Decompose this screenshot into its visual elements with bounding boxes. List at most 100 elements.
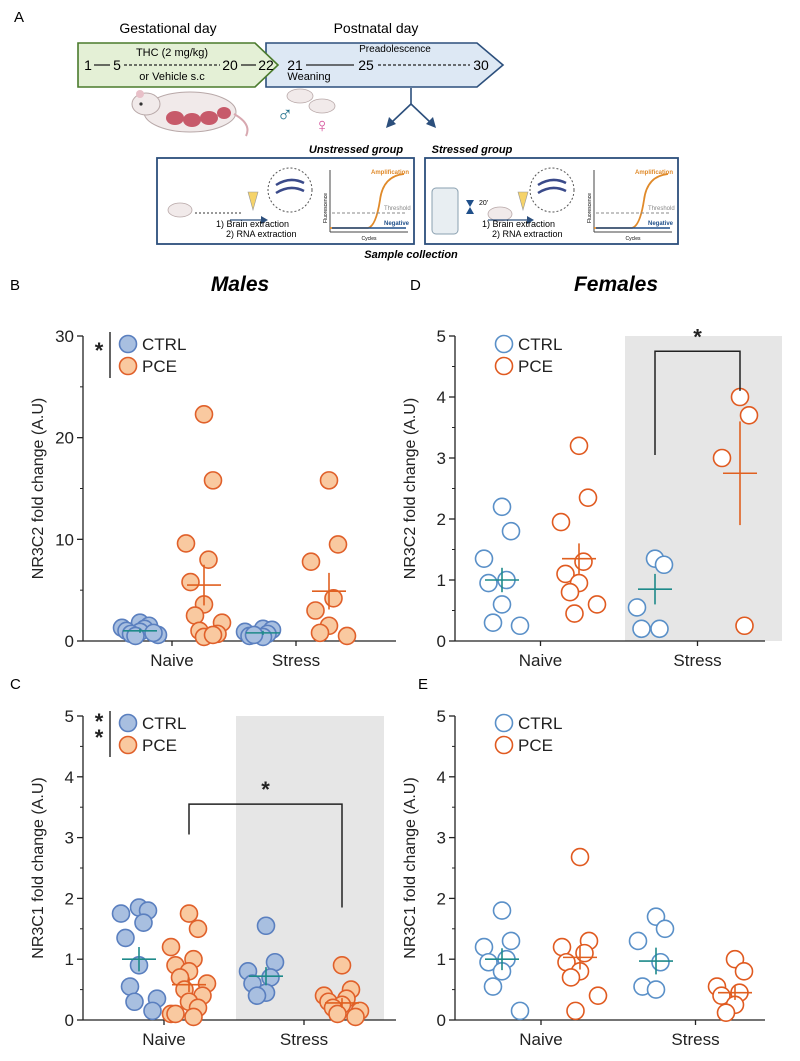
- cycles-axis-label: Cycles: [361, 236, 377, 242]
- data-point-ctrl-stress: [627, 598, 647, 617]
- postnatal-day-title: Postnatal day: [334, 20, 419, 36]
- data-point-ctrl-naive: [474, 549, 494, 568]
- data-point-ctrl-naive: [483, 977, 503, 996]
- y-tick-label: 4: [437, 768, 446, 787]
- data-point-ctrl-stress: [646, 980, 666, 999]
- legend-label: CTRL: [518, 714, 562, 733]
- stress-timer-label: 20': [479, 200, 488, 207]
- data-point-ctrl-naive: [134, 913, 153, 933]
- day-5-label: 5: [113, 57, 121, 73]
- unstressed-step-2: 2) RNA extraction: [226, 229, 297, 239]
- fork-arrow-left: [391, 103, 412, 123]
- data-point-ctrl-naive: [116, 928, 135, 948]
- data-point-pce-stress: [735, 616, 754, 636]
- y-tick-label: 20: [55, 429, 74, 448]
- day-25-label: 25: [358, 57, 374, 73]
- data-point-ctrl-stress: [651, 952, 670, 972]
- unstressed-group-label: Unstressed group: [309, 144, 403, 156]
- gestational-day-title: Gestational day: [119, 20, 216, 36]
- data-point-pce-stress: [306, 601, 325, 620]
- threshold-label: Threshold: [384, 206, 411, 212]
- stressed-workflow-content: [431, 167, 672, 235]
- data-point-ctrl-stress: [256, 916, 276, 936]
- data-point-pce-naive: [166, 1004, 185, 1024]
- day-22-label: 22: [258, 57, 274, 73]
- data-point-ctrl-naive: [120, 977, 140, 996]
- unstressed-workflow-content: [167, 167, 408, 233]
- data-point-pce-naive: [194, 404, 214, 424]
- legend-label: CTRL: [518, 335, 562, 354]
- data-point-ctrl-stress: [261, 968, 280, 987]
- chart-c-males-nr3c1: 0 1 2 3 4 5 NR3C1 fold change (A.U) Naive Stress…: [30, 707, 396, 1049]
- pups-illustration: [286, 88, 336, 114]
- y-tick-label: 0: [65, 632, 74, 651]
- day-20-label: 20: [222, 57, 238, 73]
- legend-marker-ctrl: [494, 713, 514, 733]
- x-category-label: Naive: [519, 651, 562, 670]
- data-point-pce-naive: [176, 534, 196, 553]
- negative-label: Negative: [384, 221, 410, 227]
- panel-letter-c: C: [10, 676, 21, 693]
- data-point-ctrl-naive: [143, 1001, 162, 1021]
- y-tick-label: 3: [65, 829, 74, 848]
- data-point-pce-naive: [188, 919, 208, 939]
- arrowhead-icon: [426, 117, 436, 128]
- data-point-pce-stress: [739, 405, 759, 425]
- x-category-label: Naive: [142, 1030, 185, 1049]
- data-point-ctrl-naive: [492, 595, 512, 614]
- legend-marker-pce: [494, 356, 514, 376]
- gestational-arrow: [77, 42, 280, 88]
- data-point-pce-naive: [179, 904, 199, 923]
- y-tick-label: 4: [65, 768, 74, 787]
- bracket-star: *: [261, 777, 270, 802]
- data-point-ctrl-naive: [510, 1001, 530, 1021]
- fluorescence-axis-label: Fluorescence: [323, 193, 329, 223]
- data-point-pce-naive: [588, 986, 608, 1005]
- data-point-pce-stress: [346, 1007, 365, 1027]
- data-point-pce-stress: [734, 962, 754, 981]
- day-21-label: 21: [287, 57, 303, 73]
- chart-e-females-nr3c1: 0 1 2 3 4 5 NR3C1 fold change (A.U) Naive Stress…: [402, 707, 765, 1049]
- data-point-pce-naive: [185, 606, 205, 625]
- y-axis-label: NR3C1 fold change (A.U): [402, 777, 419, 958]
- y-axis-label: NR3C1 fold change (A.U): [30, 777, 47, 958]
- data-point-pce-naive: [184, 1007, 203, 1027]
- data-point-pce-naive: [551, 512, 571, 532]
- significance-bracket: [188, 803, 343, 908]
- x-category-label: Stress: [673, 651, 721, 670]
- data-point-ctrl-stress: [655, 919, 675, 939]
- data-point-ctrl-naive: [126, 626, 145, 646]
- data-point-pce-stress: [301, 552, 321, 572]
- y-tick-label: 1: [437, 571, 446, 590]
- threshold-label: Threshold: [648, 206, 675, 212]
- cycles-axis-label: Cycles: [625, 236, 641, 242]
- data-point-pce-naive: [161, 937, 181, 957]
- panel-letter-a: A: [14, 9, 24, 26]
- data-point-pce-naive: [560, 582, 580, 602]
- data-point-pce-naive: [578, 488, 598, 507]
- males-title: Males: [211, 273, 269, 296]
- data-point-ctrl-stress: [628, 931, 648, 951]
- weaning-label: Weaning: [287, 71, 330, 83]
- y-tick-label: 3: [437, 449, 446, 468]
- data-point-ctrl-stress: [244, 625, 264, 645]
- y-tick-label: 5: [437, 327, 446, 346]
- panel-letter-e: E: [418, 676, 428, 693]
- legend-marker-ctrl: [118, 334, 138, 354]
- data-point-ctrl-naive: [111, 904, 131, 923]
- significance-star: *: [95, 709, 104, 734]
- data-point-pce-stress: [712, 986, 731, 1005]
- stress-shading: [625, 336, 782, 641]
- data-point-pce-naive: [569, 436, 589, 456]
- data-point-pce-naive: [181, 572, 200, 592]
- data-point-pce-stress: [328, 535, 348, 554]
- unstressed-step-1: 1) Brain extraction: [216, 219, 289, 229]
- significance-star: *: [95, 725, 104, 750]
- data-point-pce-stress: [310, 623, 330, 643]
- data-point-ctrl-naive: [125, 992, 144, 1012]
- legend-marker-ctrl: [494, 334, 514, 354]
- data-point-ctrl-stress: [654, 555, 674, 575]
- data-point-pce-naive: [587, 595, 607, 614]
- bracket-star: *: [693, 324, 702, 349]
